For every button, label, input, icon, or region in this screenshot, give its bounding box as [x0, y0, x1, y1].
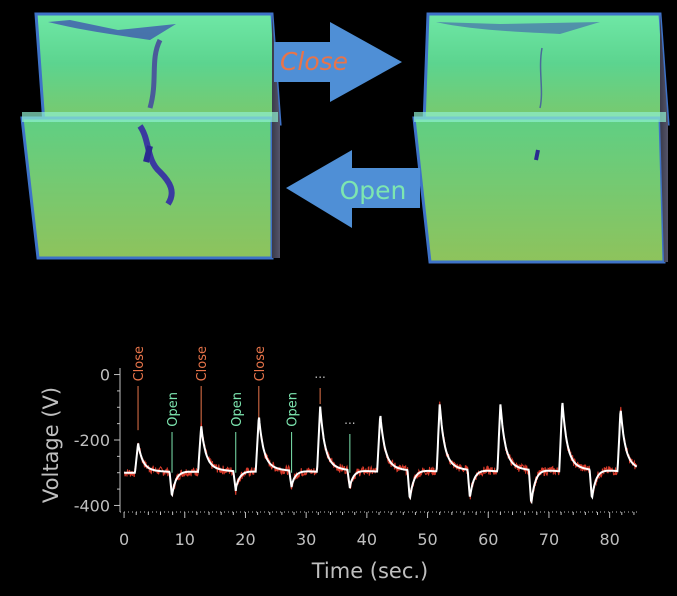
voltage-chart: Close Open Close Open Close Open...... 0 -200 -…	[39, 346, 640, 583]
x-axis-label: Time (sec.)	[311, 559, 429, 583]
event-ellipsis: ...	[314, 367, 325, 381]
x-tick-label: 40	[357, 530, 377, 549]
x-tick-label: 80	[599, 530, 619, 549]
close-event-label: Close	[253, 346, 268, 381]
close-event-label: Close	[195, 346, 210, 381]
close-arrow: Close	[274, 22, 402, 102]
x-tick-label: 20	[235, 530, 255, 549]
y-tick-label: -400	[74, 496, 110, 515]
y-tick-label: 0	[100, 366, 110, 385]
chart-axes: 0 -200 -400 0 10 20 30 40 50 60 70 80	[74, 366, 640, 549]
x-tick-label: 10	[175, 530, 195, 549]
open-arrow-label: Open	[340, 176, 407, 205]
voltage-traces	[123, 401, 638, 505]
open-event-label: Open	[166, 392, 181, 427]
specimen-open-crack	[20, 12, 282, 260]
x-tick-label: 70	[539, 530, 559, 549]
open-event-label: Open	[286, 392, 301, 427]
close-event-label: Close	[132, 346, 147, 381]
y-axis-label: Voltage (V)	[39, 387, 63, 503]
x-tick-label: 60	[478, 530, 498, 549]
close-arrow-label: Close	[280, 47, 348, 76]
specimen-closed-crack	[412, 12, 670, 264]
x-tick-label: 50	[417, 530, 437, 549]
open-arrow: Open	[286, 150, 420, 228]
event-markers: Close Open Close Open Close Open......	[132, 346, 356, 473]
event-ellipsis: ...	[344, 413, 355, 427]
open-event-label: Open	[230, 392, 245, 427]
smoothed-voltage-trace	[124, 402, 638, 505]
x-tick-label: 0	[119, 530, 129, 549]
x-tick-label: 30	[296, 530, 316, 549]
y-tick-label: -200	[74, 431, 110, 450]
